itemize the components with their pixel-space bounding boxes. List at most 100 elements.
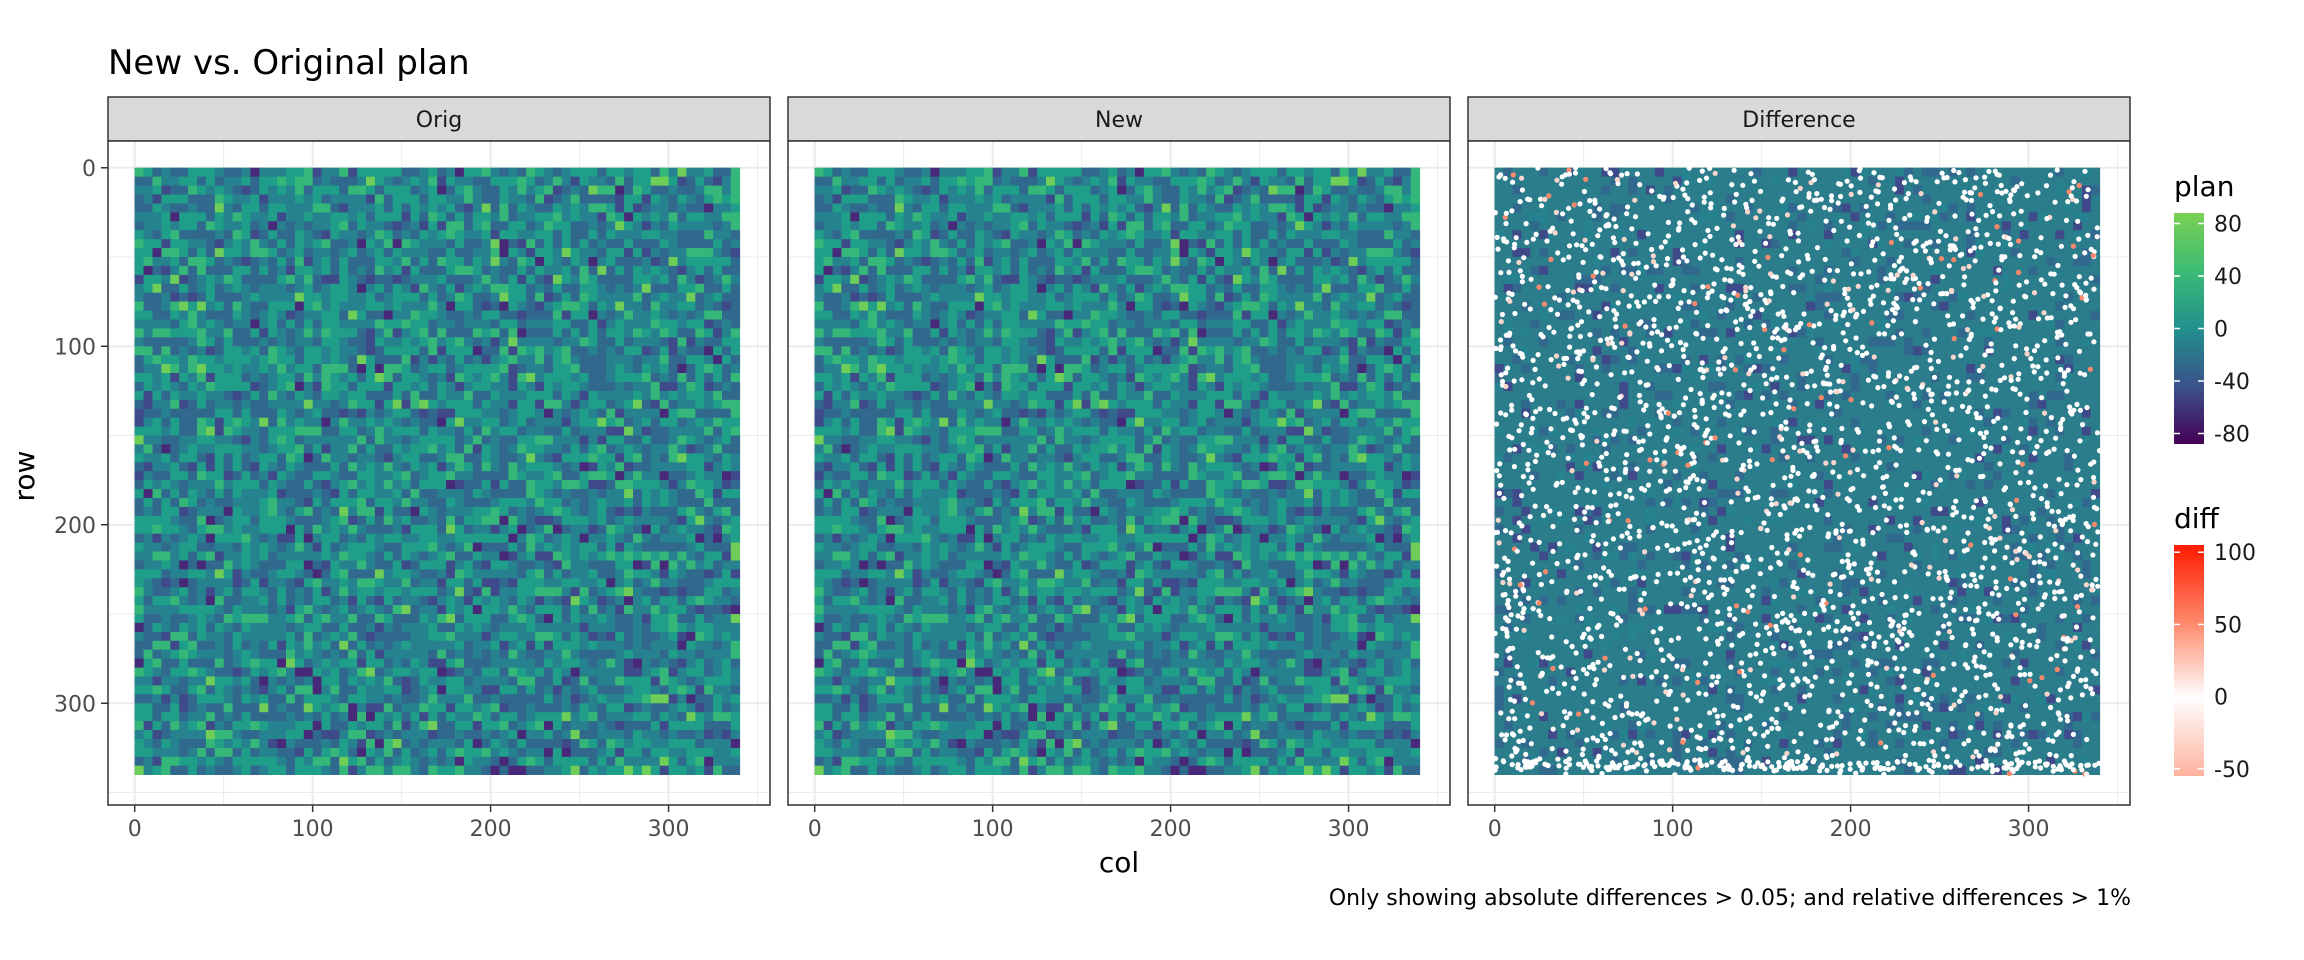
heatmap-cell — [383, 542, 394, 552]
heatmap-cell — [241, 435, 251, 445]
heatmap-cell — [250, 542, 260, 552]
heatmap-cell — [286, 319, 296, 329]
heatmap-cell — [668, 560, 678, 570]
heatmap-cell — [481, 730, 491, 740]
heatmap-cell — [499, 265, 509, 276]
heatmap-cell — [704, 435, 714, 445]
heatmap-cell — [544, 346, 554, 356]
heatmap-cell — [312, 614, 322, 624]
heatmap-cell — [730, 364, 741, 374]
heatmap-cell — [143, 640, 153, 651]
heatmap-cell — [633, 551, 643, 561]
heatmap-cell — [339, 337, 349, 347]
heatmap-cell — [241, 703, 251, 713]
heatmap-cell — [544, 283, 554, 294]
heatmap-cell — [472, 364, 483, 374]
heatmap-cell — [579, 721, 589, 731]
heatmap-cell — [348, 444, 358, 454]
heatmap-cell — [472, 292, 483, 302]
heatmap-cell — [170, 319, 180, 329]
heatmap-cell — [321, 703, 331, 713]
heatmap-cell — [152, 301, 162, 311]
heatmap-cell — [713, 274, 723, 285]
heatmap-cell — [606, 498, 616, 508]
heatmap-cell — [579, 730, 589, 740]
heatmap-cell — [912, 176, 922, 186]
heatmap-cell — [143, 631, 153, 642]
heatmap-cell — [579, 390, 589, 401]
heatmap-cell — [205, 542, 216, 552]
heatmap-cell — [214, 667, 225, 677]
heatmap-cell — [1313, 185, 1323, 195]
heatmap-cell — [668, 185, 678, 195]
heatmap-cell — [463, 435, 474, 445]
heatmap-cell — [250, 524, 260, 535]
heatmap-cell — [1117, 176, 1127, 186]
heatmap-cell — [695, 462, 705, 472]
heatmap-cell — [544, 569, 554, 579]
heatmap-cell — [713, 605, 723, 615]
heatmap-cell — [392, 399, 402, 410]
heatmap-cell — [312, 569, 322, 579]
heatmap-cell — [179, 506, 189, 517]
heatmap-cell — [713, 355, 723, 365]
heatmap-cell — [330, 747, 340, 758]
heatmap-cell — [241, 221, 251, 231]
heatmap-cell — [490, 712, 500, 722]
heatmap-cell — [624, 560, 634, 570]
heatmap-cell — [508, 756, 518, 767]
heatmap-cell — [357, 212, 367, 222]
heatmap-cell — [508, 239, 518, 249]
heatmap-cell — [633, 676, 643, 686]
heatmap-cell — [552, 230, 563, 240]
heatmap-cell — [463, 596, 474, 606]
heatmap-cell — [392, 480, 402, 490]
heatmap-cell — [659, 230, 669, 240]
heatmap-cell — [966, 176, 976, 186]
heatmap-cell — [223, 542, 233, 552]
heatmap-cell — [152, 185, 162, 195]
heatmap-cell — [428, 373, 438, 383]
heatmap-cell — [615, 382, 625, 392]
heatmap-cell — [490, 399, 500, 410]
heatmap-cell — [179, 747, 189, 758]
heatmap-cell — [241, 622, 251, 633]
heatmap-cell — [668, 292, 678, 302]
heatmap-cell — [446, 426, 456, 436]
heatmap-cell — [633, 542, 643, 552]
heatmap-cell — [437, 390, 447, 401]
heatmap-cell — [259, 185, 269, 195]
heatmap-cell — [1063, 185, 1074, 195]
heatmap-cell — [214, 649, 225, 659]
heatmap-cell — [241, 542, 251, 552]
heatmap-cell — [650, 444, 661, 454]
heatmap-cell — [561, 542, 572, 552]
heatmap-cell — [188, 676, 198, 686]
heatmap-cell — [659, 569, 669, 579]
heatmap-cell — [152, 337, 162, 347]
heatmap-cell — [250, 310, 260, 320]
heatmap-cell — [695, 756, 705, 767]
heatmap-cell — [641, 676, 652, 686]
heatmap-cell — [650, 203, 661, 213]
heatmap-cell — [1366, 185, 1376, 195]
heatmap-cell — [677, 265, 687, 276]
heatmap-cell — [303, 373, 314, 383]
heatmap-cell — [303, 435, 314, 445]
heatmap-cell — [552, 596, 563, 606]
heatmap-cell — [428, 203, 438, 213]
heatmap-cell — [161, 596, 171, 606]
heatmap-cell — [597, 346, 607, 356]
heatmap-cell — [713, 471, 723, 481]
y-tick-label: 300 — [54, 692, 96, 717]
heatmap-cell — [722, 712, 732, 722]
heatmap-cell — [730, 489, 741, 499]
heatmap-cell — [437, 587, 447, 597]
heatmap-cell — [730, 417, 741, 427]
heatmap-cell — [205, 515, 216, 526]
heatmap-cell — [357, 658, 367, 668]
heatmap-cell — [410, 533, 420, 543]
heatmap-cell — [303, 489, 314, 499]
heatmap-cell — [686, 426, 696, 436]
heatmap-cell — [179, 498, 189, 508]
